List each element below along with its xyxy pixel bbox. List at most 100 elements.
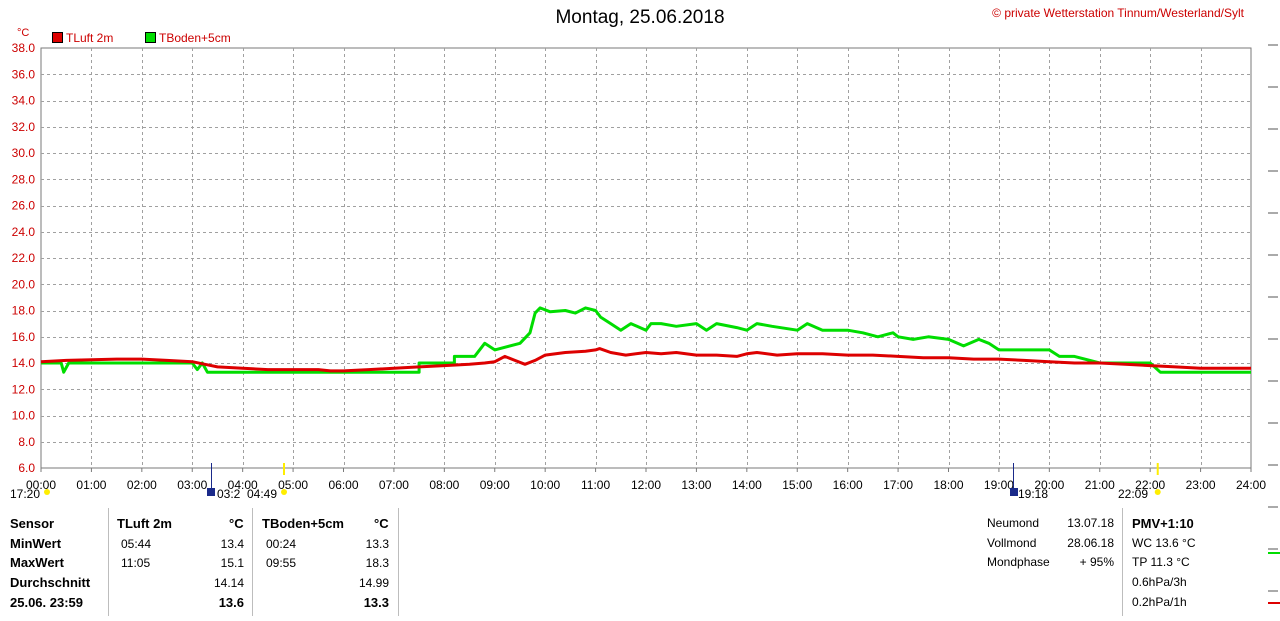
y-axis-unit: °C — [17, 27, 30, 39]
x-tick-label: 10:00 — [530, 478, 560, 492]
y-tick-label: 8.0 — [18, 435, 35, 449]
tluft-unit: °C — [229, 516, 244, 531]
y-tick-label: 10.0 — [12, 409, 36, 423]
x-tick-label: 16:00 — [833, 478, 863, 492]
legend-swatch-tboden — [145, 32, 156, 43]
x-axis-ticks: 00:00 01:00 02:00 03:00 04:00 05:00 06:00 07:00… — [26, 468, 1266, 492]
sensor-header: Sensor — [10, 516, 55, 531]
tboden-current: 13.3 — [363, 595, 389, 610]
moon-value-new: 13.07.18 — [1067, 516, 1114, 530]
legend-item-tboden: TBoden+5cm — [145, 31, 231, 45]
pmv-pressure-1h: 0.2hPa/1h — [1132, 595, 1187, 609]
y-tick-label: 14.0 — [12, 356, 36, 370]
pmv-windchill: WC 13.6 °C — [1132, 536, 1196, 550]
sun-icon — [44, 489, 50, 495]
x-tick-label: 12:00 — [631, 478, 661, 492]
y-tick-label: 6.0 — [18, 461, 35, 475]
pmv-dewpoint: TP 11.3 °C — [1132, 555, 1190, 569]
tboden-unit: °C — [374, 516, 389, 531]
x-tick-label: 03:00 — [177, 478, 207, 492]
moon-value-phase: + 95% — [1079, 555, 1114, 569]
table-divider — [1122, 508, 1123, 616]
x-tick-label: 01:00 — [76, 478, 106, 492]
chart-grid — [40, 47, 1252, 469]
chart-title: Montag, 25.06.2018 — [555, 7, 725, 28]
tboden-header: TBoden+5cm — [262, 516, 344, 531]
x-tick-label: 15:00 — [782, 478, 812, 492]
right-edge-decor — [1268, 44, 1280, 604]
y-tick-label: 12.0 — [12, 382, 36, 396]
tluft-min-value: 13.4 — [220, 537, 244, 551]
pmv-pressure-3h: 0.6hPa/3h — [1132, 575, 1187, 589]
x-tick-label: 11:00 — [581, 478, 610, 492]
tboden-min-value: 13.3 — [365, 537, 389, 551]
tluft-header: TLuft 2m — [117, 516, 172, 531]
y-tick-label: 24.0 — [12, 225, 36, 239]
table-divider — [398, 508, 399, 616]
tluft-min-time: 05:44 — [121, 537, 152, 551]
moonrise-label: 03:2 — [217, 487, 241, 501]
moon-label-full: Vollmond — [987, 536, 1037, 550]
moon-value-full: 28.06.18 — [1067, 536, 1114, 550]
y-tick-label: 22.0 — [12, 251, 36, 265]
series-line-tluft — [40, 347, 1251, 373]
x-tick-label: 21:00 — [1085, 478, 1115, 492]
tboden-max-value: 18.3 — [365, 556, 389, 570]
x-tick-label: 04:00 — [228, 478, 258, 492]
tboden-min-time: 00:24 — [266, 537, 297, 551]
legend-label-tluft: TLuft 2m — [66, 31, 114, 45]
moon-label-phase: Mondphase — [987, 555, 1050, 569]
row-label-current: 25.06. 23:59 — [10, 595, 84, 610]
legend-label-tboden: TBoden+5cm — [159, 31, 231, 45]
y-tick-label: 26.0 — [12, 199, 36, 213]
tboden-average: 14.99 — [358, 576, 389, 590]
x-tick-label: 18:00 — [933, 478, 963, 492]
y-tick-label: 36.0 — [12, 67, 36, 81]
y-tick-label: 30.0 — [12, 146, 36, 160]
row-label-min: MinWert — [10, 536, 62, 551]
moonset-label: 19:18 — [1018, 487, 1048, 501]
x-tick-label: 08:00 — [429, 478, 459, 492]
x-tick-label: 14:00 — [732, 478, 762, 492]
legend-swatch-tluft — [52, 32, 63, 43]
tboden-max-time: 09:55 — [266, 556, 297, 570]
y-tick-label: 16.0 — [12, 330, 36, 344]
moon-icon — [207, 488, 215, 496]
sun-icon — [281, 489, 288, 495]
sunset-label: 22:09 — [1118, 487, 1148, 501]
pmv-title: PMV+1:10 — [1132, 516, 1194, 531]
y-tick-label: 18.0 — [12, 304, 36, 318]
x-tick-label: 19:00 — [984, 478, 1014, 492]
row-label-max: MaxWert — [10, 555, 64, 570]
tluft-max-time: 11:05 — [121, 556, 151, 570]
moon-label-new: Neumond — [987, 516, 1040, 530]
x-tick-label: 13:00 — [681, 478, 711, 492]
x-tick-label: 09:00 — [480, 478, 510, 492]
row-label-avg: Durchschnitt — [10, 575, 91, 590]
x-tick-label: 05:00 — [278, 478, 308, 492]
tluft-max-value: 15.1 — [220, 556, 244, 570]
table-divider — [108, 508, 109, 616]
event-markers: 17:20 03:2 04:49 19:18 22:09 — [10, 463, 1161, 501]
y-axis-ticks: 6.0 8.0 10.0 12.0 14.0 16.0 18.0 20.0 22.0 24.0 26… — [12, 41, 36, 475]
y-tick-label: 32.0 — [12, 120, 36, 134]
y-tick-label: 28.0 — [12, 172, 36, 186]
left-time-label: 17:20 — [10, 487, 40, 501]
y-tick-label: 38.0 — [12, 41, 36, 55]
x-tick-label: 07:00 — [379, 478, 409, 492]
moon-icon — [1010, 488, 1018, 496]
tluft-average: 14.14 — [213, 576, 244, 590]
x-tick-label: 24:00 — [1236, 478, 1266, 492]
x-tick-label: 23:00 — [1186, 478, 1216, 492]
x-tick-label: 02:00 — [127, 478, 157, 492]
y-tick-label: 20.0 — [12, 277, 36, 291]
x-tick-label: 06:00 — [328, 478, 358, 492]
legend-item-tluft: TLuft 2m — [52, 31, 113, 45]
x-tick-label: 22:00 — [1135, 478, 1165, 492]
sunrise-label: 04:49 — [247, 487, 277, 501]
copyright-text: © private Wetterstation Tinnum/Westerlan… — [992, 6, 1244, 20]
tluft-current: 13.6 — [218, 595, 244, 610]
x-tick-label: 20:00 — [1034, 478, 1064, 492]
sun-icon — [1154, 489, 1161, 495]
